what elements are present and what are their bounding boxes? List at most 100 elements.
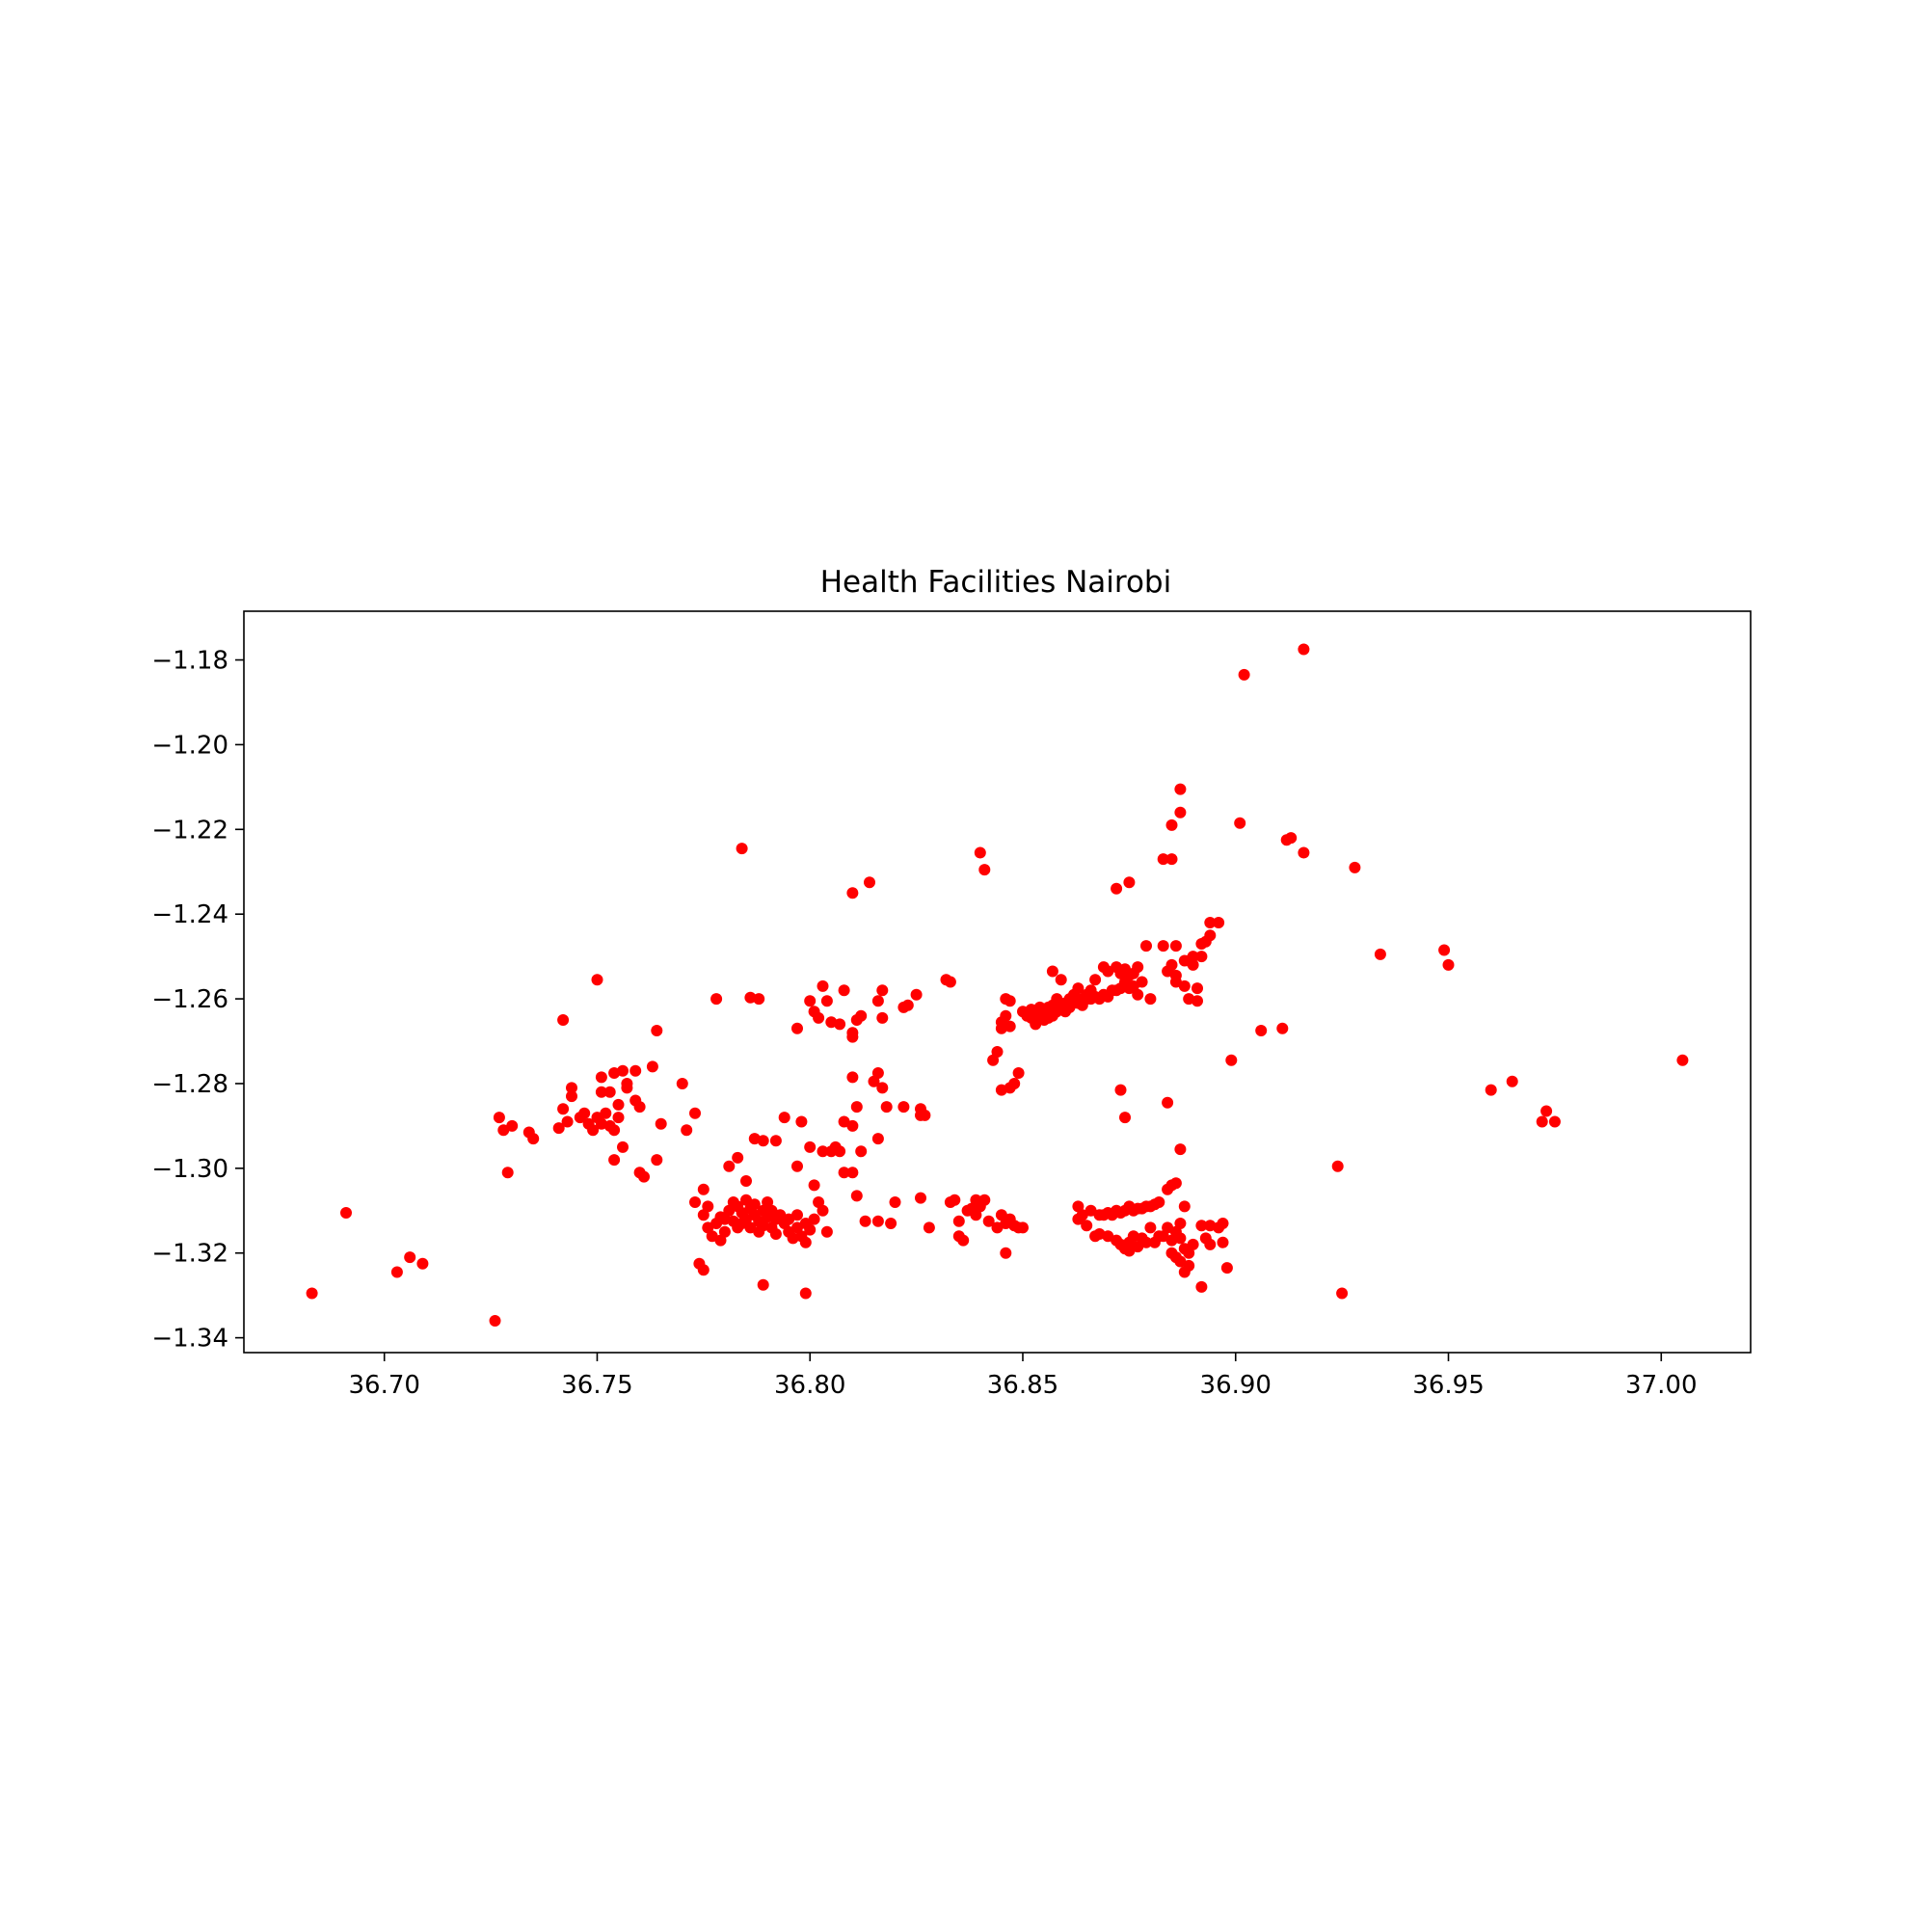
data-point: [1485, 1084, 1497, 1096]
points-layer: [306, 643, 1689, 1327]
y-tick-label: −1.28: [151, 1070, 228, 1099]
y-tick-label: −1.34: [151, 1325, 228, 1354]
data-point: [952, 1215, 965, 1227]
data-point: [978, 864, 991, 876]
data-point: [791, 1209, 803, 1221]
data-point: [846, 1031, 859, 1043]
data-point: [612, 1112, 625, 1124]
data-point: [702, 1200, 714, 1213]
data-point: [1046, 965, 1058, 978]
data-point: [1195, 951, 1208, 963]
data-point: [595, 1071, 607, 1084]
data-point: [791, 1160, 803, 1172]
data-point: [1204, 917, 1217, 928]
data-point: [1213, 917, 1225, 928]
data-point: [608, 1124, 621, 1137]
data-point: [838, 1167, 850, 1179]
chart-title: Health Facilities Nairobi: [820, 565, 1171, 600]
data-point: [1238, 668, 1250, 681]
data-point: [820, 1225, 833, 1238]
data-point: [723, 1160, 736, 1172]
data-point: [1217, 1218, 1229, 1229]
data-point: [1285, 832, 1298, 845]
data-point: [1548, 1115, 1561, 1128]
data-point: [1174, 1232, 1187, 1245]
data-point: [1540, 1105, 1553, 1117]
y-tick-label: −1.26: [151, 985, 228, 1014]
data-point: [718, 1225, 731, 1238]
data-point: [966, 1202, 977, 1215]
data-point: [1055, 974, 1067, 986]
data-point: [871, 1215, 884, 1227]
data-point: [1132, 988, 1144, 1001]
data-point: [617, 1140, 629, 1153]
data-point: [1204, 929, 1217, 942]
data-point: [817, 1145, 829, 1158]
data-point: [1004, 995, 1016, 1007]
data-point: [864, 876, 875, 889]
data-point: [871, 1133, 884, 1145]
x-tick-label: 36.70: [348, 1371, 419, 1400]
data-point: [915, 1109, 926, 1121]
data-point: [778, 1112, 790, 1124]
data-point: [817, 979, 829, 992]
data-point: [1123, 876, 1136, 889]
data-point: [1136, 976, 1148, 988]
data-point: [957, 1234, 970, 1247]
data-point: [1174, 806, 1187, 818]
data-point: [1132, 961, 1144, 974]
x-tick-label: 36.85: [987, 1371, 1058, 1400]
data-point: [1153, 1196, 1165, 1208]
data-point: [1169, 1177, 1182, 1190]
data-point: [697, 1183, 710, 1195]
data-point: [799, 1287, 812, 1300]
data-point: [1349, 861, 1361, 873]
data-point: [1195, 1280, 1208, 1293]
data-point: [557, 1014, 570, 1026]
data-point: [1536, 1115, 1548, 1128]
data-point: [629, 1064, 642, 1077]
y-tick-label: −1.20: [151, 731, 228, 760]
data-point: [1140, 940, 1152, 953]
data-point: [681, 1124, 693, 1137]
data-point: [791, 1022, 803, 1034]
data-point: [591, 974, 603, 986]
data-point: [889, 1196, 901, 1208]
data-point: [838, 984, 850, 997]
x-tick-label: 36.75: [561, 1371, 632, 1400]
data-point: [897, 1101, 910, 1114]
data-point: [1000, 1009, 1012, 1022]
y-tick-label: −1.24: [151, 900, 228, 929]
data-point: [1331, 1160, 1344, 1172]
data-point: [340, 1207, 352, 1219]
data-point: [489, 1315, 501, 1327]
data-point: [736, 843, 748, 855]
data-point: [638, 1170, 650, 1183]
data-point: [1174, 1218, 1187, 1229]
data-point: [578, 1107, 591, 1119]
data-point: [1276, 1022, 1289, 1034]
data-point: [603, 1086, 616, 1098]
data-point: [1084, 1204, 1097, 1217]
data-point: [1174, 1143, 1187, 1156]
data-point: [621, 1082, 633, 1094]
data-point: [880, 1101, 893, 1114]
data-point: [1008, 1078, 1021, 1089]
data-point: [416, 1257, 429, 1270]
data-point: [1123, 1245, 1136, 1257]
data-point: [1038, 1006, 1051, 1018]
data-point: [876, 984, 889, 997]
data-point: [689, 1196, 701, 1208]
data-point: [846, 887, 859, 899]
data-point: [1144, 1221, 1157, 1234]
data-point: [804, 995, 817, 1007]
data-point: [1165, 818, 1178, 831]
x-axis: 36.70 36.75 36.80 36.85 36.90 36.95 37.00: [348, 1353, 1697, 1400]
data-point: [1169, 976, 1182, 988]
data-point: [753, 993, 765, 1006]
data-point: [1374, 948, 1386, 960]
data-point: [676, 1078, 688, 1089]
data-point: [846, 1167, 859, 1179]
